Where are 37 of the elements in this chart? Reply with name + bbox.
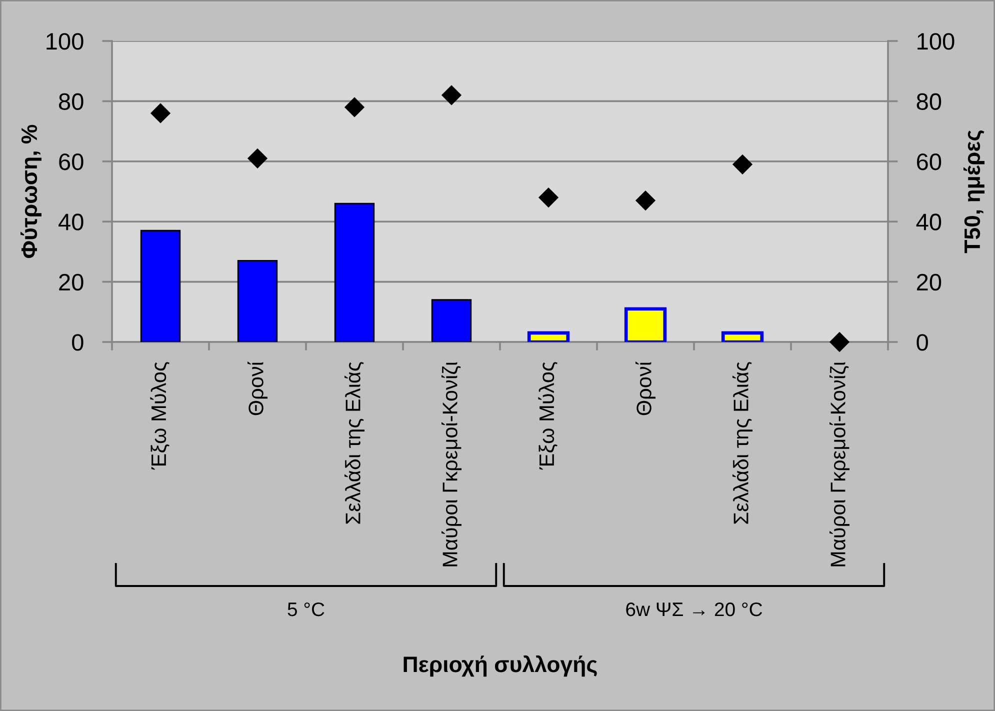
y2-tick-label: 20 [916, 274, 942, 291]
point [829, 332, 850, 352]
text: 6w ΨΣ → 20 °C [626, 602, 762, 616]
point [247, 148, 268, 168]
bar [237, 260, 278, 342]
bar [334, 202, 375, 342]
point [538, 187, 559, 208]
x-tick-label: Θρονί [635, 362, 656, 416]
point [732, 154, 753, 174]
x-tick-label: Θρονί [247, 362, 268, 416]
y-tick-label: 0 [72, 334, 84, 351]
y-tick-label: 20 [59, 274, 84, 291]
y-axis-title: Φύτρωση, % [20, 124, 42, 258]
y-tick-label: 40 [58, 214, 84, 230]
y2-tick-label: 40 [916, 214, 942, 230]
point [441, 85, 462, 106]
y2-tick-label: 0 [916, 334, 928, 351]
y2-tick-label: 100 [918, 33, 954, 50]
bar [431, 299, 472, 342]
x-tick-label: Έξω Μύλος [538, 362, 558, 470]
point [150, 103, 171, 124]
x-tick-label: Μαύροι Γκρεμοί-Κονίζι [829, 362, 850, 566]
y-tick-label: 80 [58, 93, 84, 110]
y-tick-label: 100 [46, 33, 84, 50]
x-axis-title: Περιοχή συλλογής [404, 655, 597, 677]
text: 5 °C [288, 602, 324, 616]
y2-tick-label: 60 [916, 153, 942, 170]
x-tick-label: Σελλάδι της Ελιάς [732, 362, 752, 524]
point [344, 97, 365, 118]
y2-tick-label: 80 [916, 93, 942, 110]
bar [140, 230, 181, 342]
y2-axis-title: T50, ημέρες [964, 130, 984, 254]
x-tick-label: Μαύροι Γκρεμοί-Κονίζι [441, 362, 462, 566]
y-tick-label: 60 [59, 153, 84, 170]
x-tick-label: Σελλάδι της Ελιάς [344, 362, 364, 524]
point [635, 190, 656, 211]
x-tick-label: Έξω Μύλος [150, 362, 170, 470]
